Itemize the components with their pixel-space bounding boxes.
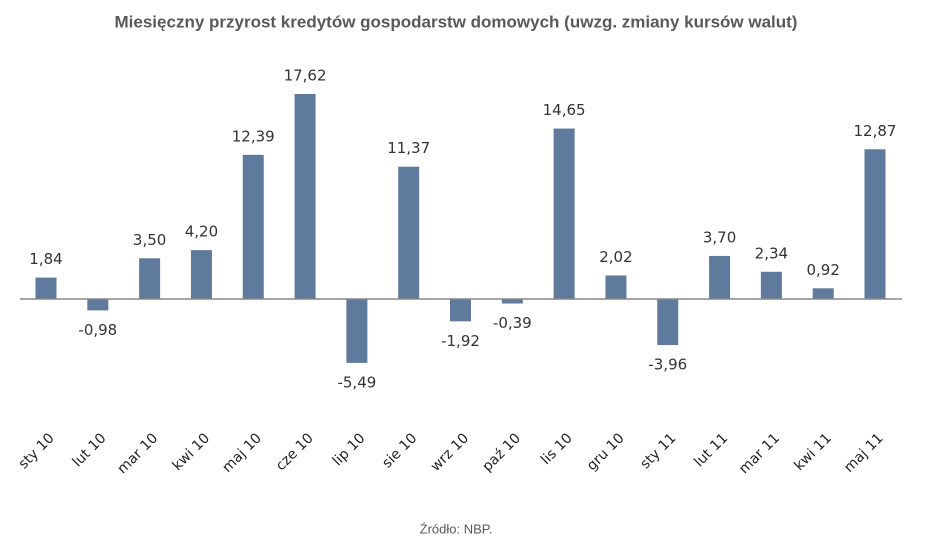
data-label: 4,20 (185, 223, 218, 241)
chart-title: Miesięczny przyrost kredytów gospodarstw… (115, 12, 798, 31)
x-tick-label: kwi 10 (169, 430, 213, 474)
x-tick-label: paź 10 (479, 430, 524, 475)
data-label: -5,49 (337, 373, 376, 391)
data-label: 17,62 (284, 67, 327, 85)
x-tick-label: mar 10 (114, 430, 161, 477)
data-label: 0,92 (806, 261, 839, 279)
bar (501, 299, 523, 304)
x-tick-label: kwi 11 (791, 430, 835, 474)
bar (657, 299, 679, 346)
data-label: 12,87 (854, 122, 897, 140)
data-label: -1,92 (441, 332, 480, 350)
bar (864, 149, 886, 299)
data-label: -3,96 (648, 356, 687, 374)
x-tick-label: sie 10 (379, 430, 420, 471)
x-tick-label: lis 10 (538, 430, 576, 468)
bar (190, 250, 212, 299)
data-label: 3,50 (133, 231, 166, 249)
bar (242, 154, 264, 299)
bar (709, 255, 731, 299)
bar (812, 288, 834, 299)
data-label: -0,98 (78, 321, 117, 339)
x-tick-label: wrz 10 (428, 430, 472, 474)
x-tick-label: lut 10 (69, 430, 109, 470)
bar (450, 299, 471, 322)
bar (294, 94, 316, 299)
x-tick-label: maj 11 (841, 430, 887, 476)
bar (605, 275, 627, 299)
x-tick-label: gru 10 (584, 430, 628, 474)
bar (760, 271, 782, 299)
data-label: 3,70 (703, 228, 736, 246)
data-label: 2,02 (599, 248, 632, 266)
data-label: 12,39 (232, 127, 275, 145)
bar (398, 166, 420, 299)
x-tick-label: lip 10 (330, 430, 369, 469)
x-tick-label: lut 11 (691, 430, 731, 470)
data-label: -0,39 (493, 314, 532, 332)
x-tick-label: sty 11 (637, 430, 679, 472)
data-label: 1,84 (29, 250, 62, 268)
bar (35, 277, 57, 299)
data-label: 11,37 (387, 139, 430, 157)
data-label: 2,34 (755, 244, 788, 262)
bar (87, 299, 109, 311)
x-tick-label: mar 11 (736, 430, 783, 477)
x-tick-label: sty 10 (16, 430, 58, 472)
data-label: 14,65 (543, 101, 586, 119)
bar (139, 258, 161, 299)
bar (346, 299, 368, 363)
bar (553, 128, 575, 299)
x-tick-label: cze 10 (273, 430, 317, 474)
x-tick-label: maj 10 (219, 430, 265, 476)
source-note: Źródło: NBP. (420, 521, 493, 536)
